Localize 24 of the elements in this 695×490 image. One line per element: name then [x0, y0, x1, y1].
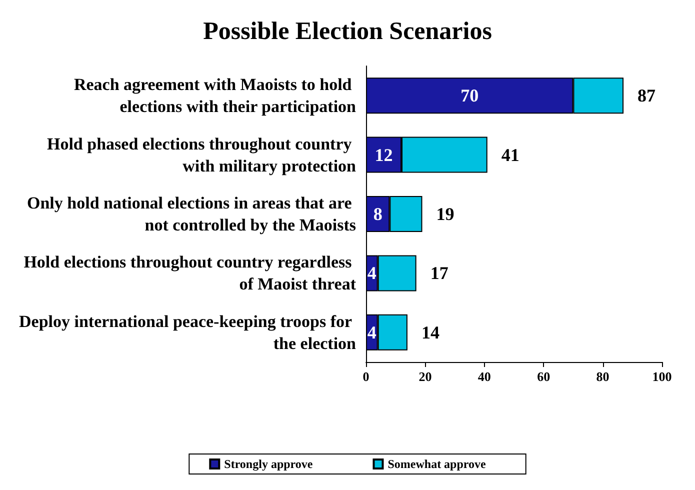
x-tick-label: 20 [418, 369, 432, 384]
x-tick-label: 40 [478, 369, 491, 384]
legend-label: Strongly approve [224, 457, 314, 471]
data-label: 4 [367, 263, 376, 284]
y-tick-label: Hold elections throughout country regardless of Maoist threat [24, 252, 356, 294]
data-label: 8 [373, 204, 382, 224]
total-label: 14 [421, 322, 440, 342]
total-label: 19 [436, 204, 454, 224]
data-label: 4 [367, 322, 376, 342]
x-tick-label: 0 [362, 369, 370, 384]
y-tick-label: Deploy international peace-keeping troops for the election [19, 312, 357, 353]
legend-label: Somewhat approve [388, 457, 487, 471]
x-tick-label: 60 [537, 369, 550, 384]
total-label: 87 [638, 86, 656, 106]
data-label: 70 [460, 86, 479, 106]
y-tick-label: Hold phased elections throughout country with military protection [46, 134, 357, 176]
total-label: 17 [430, 263, 448, 284]
x-tick-label: 80 [596, 369, 610, 384]
y-tick-label: Only hold national elections in areas that are not controlled by the Maoists [26, 194, 356, 234]
y-tick-label: Reach agreement with Maoists to hold elections with their participation [74, 75, 357, 116]
total-label: 41 [501, 144, 520, 165]
data-label: 12 [374, 144, 393, 165]
chart-title: Possible Election Scenarios [203, 18, 492, 45]
x-tick-label: 100 [652, 369, 672, 384]
